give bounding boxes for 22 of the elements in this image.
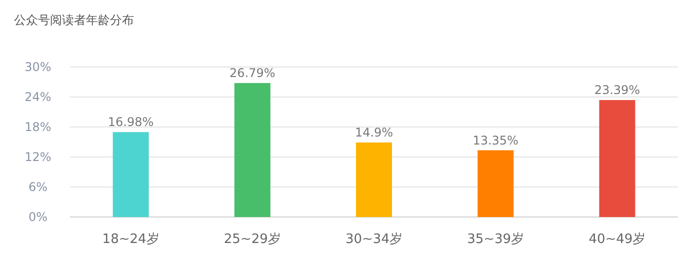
x-tick-label: 30~34岁 (346, 232, 402, 247)
bar (599, 100, 636, 217)
data-label: 14.9% (354, 126, 394, 140)
y-tick-label: 12% (24, 150, 52, 164)
y-tick-label: 30% (24, 60, 52, 74)
y-tick-label: 6% (28, 180, 48, 194)
x-tick-label: 40~49岁 (588, 232, 646, 247)
bar (356, 142, 392, 217)
y-tick-label: 18% (24, 120, 52, 134)
bar (234, 83, 270, 217)
y-tick-label: 0% (28, 210, 48, 224)
data-label: 26.79% (230, 66, 276, 80)
data-label: 13.35% (472, 133, 518, 148)
x-tick-label: 18~24岁 (102, 232, 160, 247)
data-label: 16.98% (108, 115, 154, 130)
x-tick-label: 35~39岁 (467, 232, 524, 247)
y-tick-label: 24% (24, 90, 52, 104)
data-label: 23.39% (594, 83, 640, 98)
chart-title: 公众号阅读者年龄分布 (14, 13, 134, 27)
bar (112, 132, 149, 217)
bar (478, 150, 514, 217)
x-tick-label: 25~29岁 (224, 232, 281, 247)
